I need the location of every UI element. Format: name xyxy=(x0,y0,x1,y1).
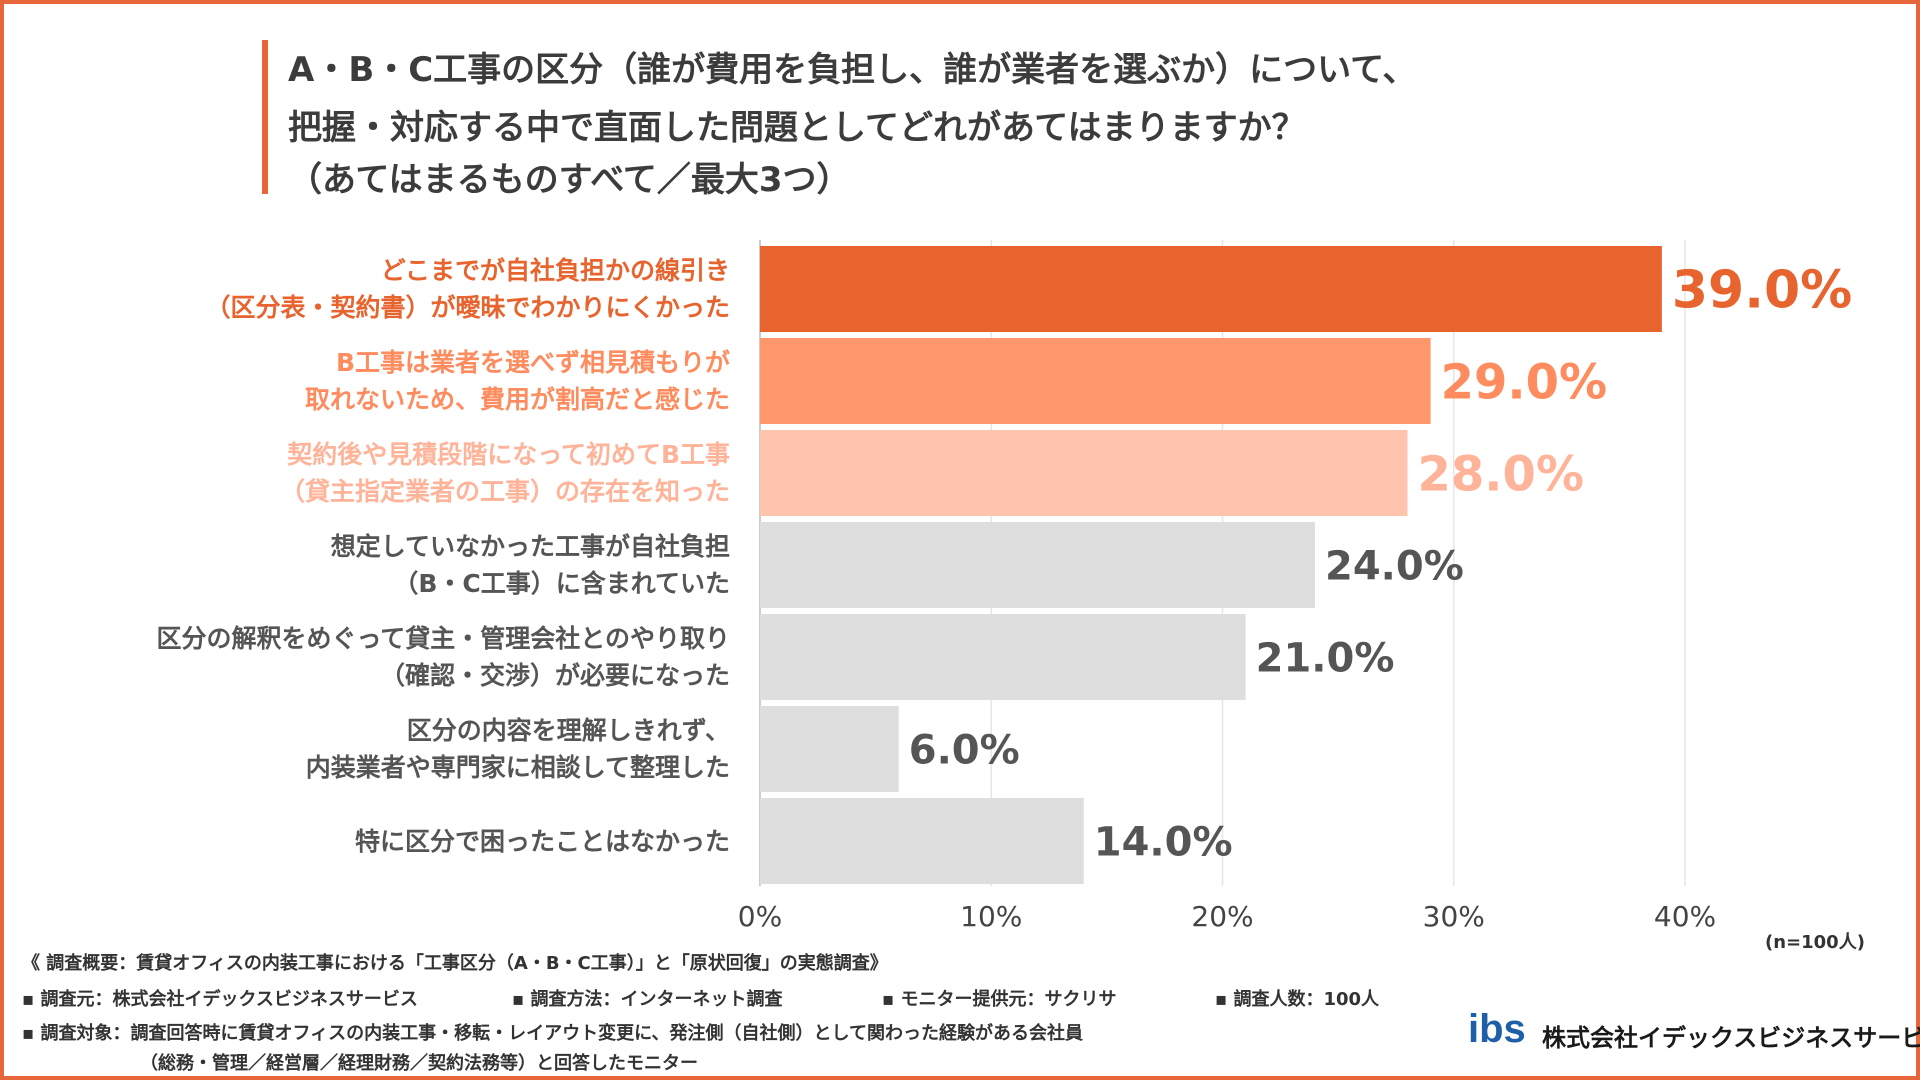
data-label: 14.0% xyxy=(1094,819,1233,865)
category-label: 特に区分で困ったことはなかった xyxy=(354,826,730,856)
footer-summary: 《 調査概要：賃貸オフィスの内装工事における「工事区分（A・B・C工事）」と「原… xyxy=(22,953,888,974)
footer-count: ▪ 調査人数：100人 xyxy=(1215,989,1380,1010)
bar xyxy=(760,614,1246,700)
chart-title-line-1: A・B・C工事の区分（誰が費用を負担し、誰が業者を選ぶか）について、 xyxy=(288,50,1417,90)
x-tick-label: 10% xyxy=(960,900,1022,933)
footer-target-1: ▪ 調査対象：調査回答時に賃貸オフィスの内装工事・移転・レイアウト変更に、発注側… xyxy=(22,1023,1084,1044)
x-tick-label: 0% xyxy=(738,900,782,933)
footer-monitor: ▪ モニター提供元：サクリサ xyxy=(882,989,1117,1010)
category-label: B工事は業者を選べず相見積もりが 取れないため、費用が割高だと感じた xyxy=(304,348,730,414)
ibs-logo-icon: ibs xyxy=(1468,1007,1526,1050)
data-label: 28.0% xyxy=(1418,446,1585,502)
bar xyxy=(760,338,1431,424)
footer-method: ▪ 調査方法：インターネット調査 xyxy=(512,989,783,1010)
bar xyxy=(760,522,1315,608)
bar xyxy=(760,430,1408,516)
data-label: 24.0% xyxy=(1325,543,1464,589)
x-tick-label: 40% xyxy=(1654,900,1716,933)
title-accent-bar xyxy=(262,40,268,194)
sample-size-note: (n=100人) xyxy=(1765,932,1865,953)
footer-target-2: （総務・管理／経営層／経理財務／契約法務等）と回答したモニター xyxy=(140,1053,698,1074)
data-label: 39.0% xyxy=(1672,261,1852,321)
category-label: 想定していなかった工事が自社負担 （B・C工事）に含まれていた xyxy=(330,532,730,598)
company-logo-text: 株式会社イデックスビジネスサービス xyxy=(1542,1024,1920,1052)
chart-title-line-2: 把握・対応する中で直面した問題としてどれがあてはまりますか？ xyxy=(288,108,1306,148)
logo-mark-text: ibs xyxy=(1468,1007,1526,1050)
category-label: 区分の解釈をめぐって貸主・管理会社とのやり取り （確認・交渉）が必要になった xyxy=(156,624,730,690)
x-tick-label: 30% xyxy=(1423,900,1485,933)
data-label: 21.0% xyxy=(1256,635,1395,681)
category-label: 区分の内容を理解しきれず、 内装業者や専門家に相談して整理した xyxy=(305,716,730,782)
x-tick-label: 20% xyxy=(1191,900,1253,933)
bar xyxy=(760,798,1084,884)
bar xyxy=(760,706,899,792)
chart-title-line-3: （あてはまるものすべて／最大3つ） xyxy=(288,160,851,200)
category-label: 契約後や見積段階になって初めてB工事 （貸主指定業者の工事）の存在を知った xyxy=(279,440,730,506)
bar xyxy=(760,246,1662,332)
data-label: 29.0% xyxy=(1441,354,1608,410)
data-label: 6.0% xyxy=(909,727,1020,773)
category-label: どこまでが自社負担かの線引き （区分表・契約書）が曖昧でわかりにくかった xyxy=(205,256,730,322)
footer-source: ▪ 調査元：株式会社イデックスビジネスサービス xyxy=(22,989,418,1010)
